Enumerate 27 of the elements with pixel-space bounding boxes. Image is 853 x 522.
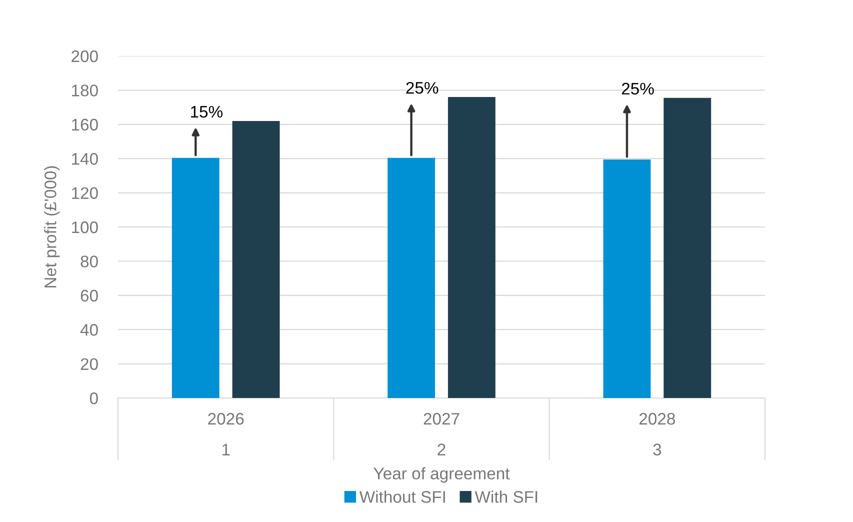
x-tick-label: 2027 2 [424,412,460,456]
annotation: 25% [406,82,438,94]
y-axis-title: Net profit (£'000) [44,166,60,288]
y-tick-label: 140 [72,153,98,165]
x-tick-label: 2026 1 [208,412,244,456]
bar [232,120,280,398]
y-tick-label: 160 [72,118,98,131]
y-tick-label: 80 [80,256,98,268]
y-tick-label: 20 [80,358,98,370]
bar [603,159,651,398]
x-tick-label: 2028 3 [639,412,675,456]
y-tick-label: 180 [72,84,98,96]
y-tick-label: 200 [72,50,98,62]
y-tick-label: 60 [80,290,98,302]
y-tick-label: 0 [90,392,98,404]
y-tick-label: 100 [72,221,98,234]
bar [448,97,496,398]
bar [388,158,436,398]
bar [664,98,712,398]
legend-label: Without SFI [359,490,445,503]
legend-label: With SFI [474,490,538,503]
y-tick-label: 40 [80,324,98,336]
x-axis-title: Year of agreement [374,467,510,483]
annotation: 15% [191,106,223,118]
y-tick-label: 120 [72,187,98,200]
bar [172,158,220,398]
annotation: 25% [622,82,654,95]
